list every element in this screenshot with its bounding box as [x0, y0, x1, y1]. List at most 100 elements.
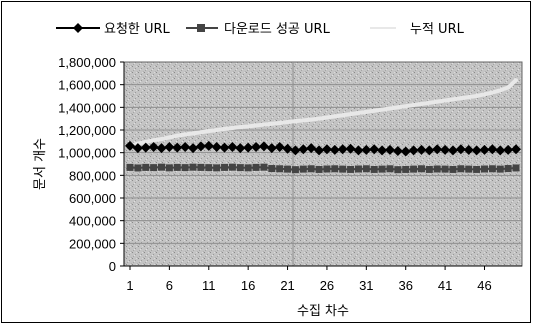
- data-point-cumulative: [309, 117, 314, 122]
- data-point-downloaded: [386, 165, 394, 173]
- series-group: [125, 78, 521, 174]
- data-point-downloaded: [402, 165, 410, 173]
- data-point-downloaded: [181, 164, 189, 172]
- data-point-downloaded: [291, 166, 299, 174]
- data-point-cumulative: [206, 129, 211, 134]
- data-point-cumulative: [356, 111, 361, 115]
- data-point-requested: [282, 143, 293, 154]
- data-point-downloaded: [473, 165, 481, 173]
- data-point-cumulative: [324, 115, 329, 120]
- data-point-downloaded: [142, 163, 150, 171]
- data-point-downloaded: [512, 164, 520, 172]
- y-tick-label: 1,400,000: [58, 100, 116, 115]
- data-point-downloaded: [307, 165, 315, 173]
- data-point-downloaded: [354, 165, 362, 173]
- data-point-cumulative: [198, 130, 203, 135]
- data-point-downloaded: [425, 165, 433, 173]
- data-point-requested: [432, 144, 443, 155]
- x-tick-label: 46: [477, 278, 491, 293]
- data-point-downloaded: [205, 164, 213, 172]
- y-tick-label: 1,000,000: [58, 146, 116, 161]
- data-point-requested: [258, 141, 269, 152]
- data-point-cumulative: [506, 85, 511, 90]
- data-point-cumulative: [143, 139, 148, 144]
- data-point-cumulative: [466, 95, 471, 100]
- data-point-downloaded: [417, 165, 425, 173]
- data-point-downloaded: [362, 165, 370, 173]
- data-point-cumulative: [159, 137, 164, 142]
- y-tick-label: 1,800,000: [58, 55, 116, 70]
- data-point-downloaded: [339, 165, 347, 173]
- legend: 요청한 URL 다운로드 성공 URL 누적 URL: [56, 22, 465, 37]
- data-point-cumulative: [285, 120, 290, 125]
- y-axis: 0 200,000 400,000 600,000 800,000 1,000,000 1,…: [58, 55, 125, 274]
- data-point-downloaded: [457, 165, 465, 173]
- data-point-cumulative: [332, 114, 337, 119]
- y-axis-label: 문서 개수: [33, 138, 48, 190]
- data-point-downloaded: [441, 165, 449, 173]
- data-point-requested: [266, 143, 277, 154]
- data-point-cumulative: [403, 104, 408, 109]
- data-point-requested: [416, 144, 427, 155]
- data-point-cumulative: [435, 99, 440, 104]
- data-point-downloaded: [504, 165, 512, 173]
- data-point-downloaded: [260, 163, 268, 171]
- data-point-cumulative: [254, 123, 259, 128]
- data-point-downloaded: [488, 165, 496, 173]
- data-point-downloaded: [228, 163, 236, 171]
- x-axis: 1 6 11 16 21 26 31 36 41 46: [124, 265, 522, 293]
- data-point-requested: [503, 144, 514, 155]
- data-point-requested: [125, 140, 135, 151]
- data-point-requested: [463, 144, 474, 155]
- data-point-cumulative: [261, 122, 266, 127]
- data-point-requested: [440, 144, 451, 155]
- data-point-requested: [251, 142, 262, 152]
- data-point-requested: [337, 144, 348, 155]
- y-tick-label: 0: [109, 259, 116, 274]
- data-point-cumulative: [151, 138, 156, 143]
- data-point-requested: [479, 144, 490, 155]
- data-point-requested: [424, 145, 435, 156]
- data-point-downloaded: [480, 165, 488, 173]
- data-point-requested: [219, 142, 230, 153]
- data-point-requested: [203, 140, 214, 151]
- data-point-cumulative: [175, 133, 180, 138]
- data-point-requested: [195, 141, 206, 152]
- x-tick-label: 21: [280, 278, 294, 293]
- data-point-downloaded: [496, 165, 504, 173]
- data-point-cumulative: [317, 116, 322, 121]
- data-point-downloaded: [465, 165, 473, 173]
- x-tick-label: 26: [320, 278, 334, 293]
- x-tick-label: 31: [359, 278, 373, 293]
- data-point-cumulative: [387, 106, 392, 111]
- data-point-cumulative: [167, 135, 172, 140]
- data-point-downloaded: [197, 163, 205, 171]
- data-point-requested: [132, 143, 143, 154]
- data-point-cumulative: [450, 97, 455, 102]
- data-point-requested: [345, 143, 356, 154]
- x-axis-label: 수집 차수: [297, 304, 349, 319]
- data-point-cumulative: [293, 119, 298, 124]
- data-point-requested: [274, 142, 285, 152]
- data-point-requested: [353, 145, 364, 156]
- y-tick-label: 200,000: [69, 236, 116, 251]
- data-point-downloaded: [378, 165, 386, 173]
- data-point-requested: [172, 142, 183, 153]
- data-point-downloaded: [449, 165, 457, 173]
- data-point-cumulative: [395, 105, 400, 110]
- x-tick-label: 16: [241, 278, 255, 293]
- legend-label-downloaded: 다운로드 성공 URL: [224, 22, 331, 37]
- data-point-cumulative: [474, 94, 479, 98]
- data-point-downloaded: [189, 163, 197, 171]
- data-point-requested: [156, 143, 167, 154]
- data-point-downloaded: [236, 164, 244, 172]
- gridlines: [124, 62, 522, 266]
- legend-diamond-icon: [73, 23, 83, 33]
- data-point-cumulative: [427, 100, 432, 105]
- data-point-downloaded: [126, 163, 134, 171]
- data-point-requested: [455, 144, 466, 155]
- data-point-cumulative: [498, 88, 503, 93]
- data-point-cumulative: [380, 107, 385, 112]
- data-point-downloaded: [323, 165, 331, 173]
- data-point-requested: [511, 144, 521, 155]
